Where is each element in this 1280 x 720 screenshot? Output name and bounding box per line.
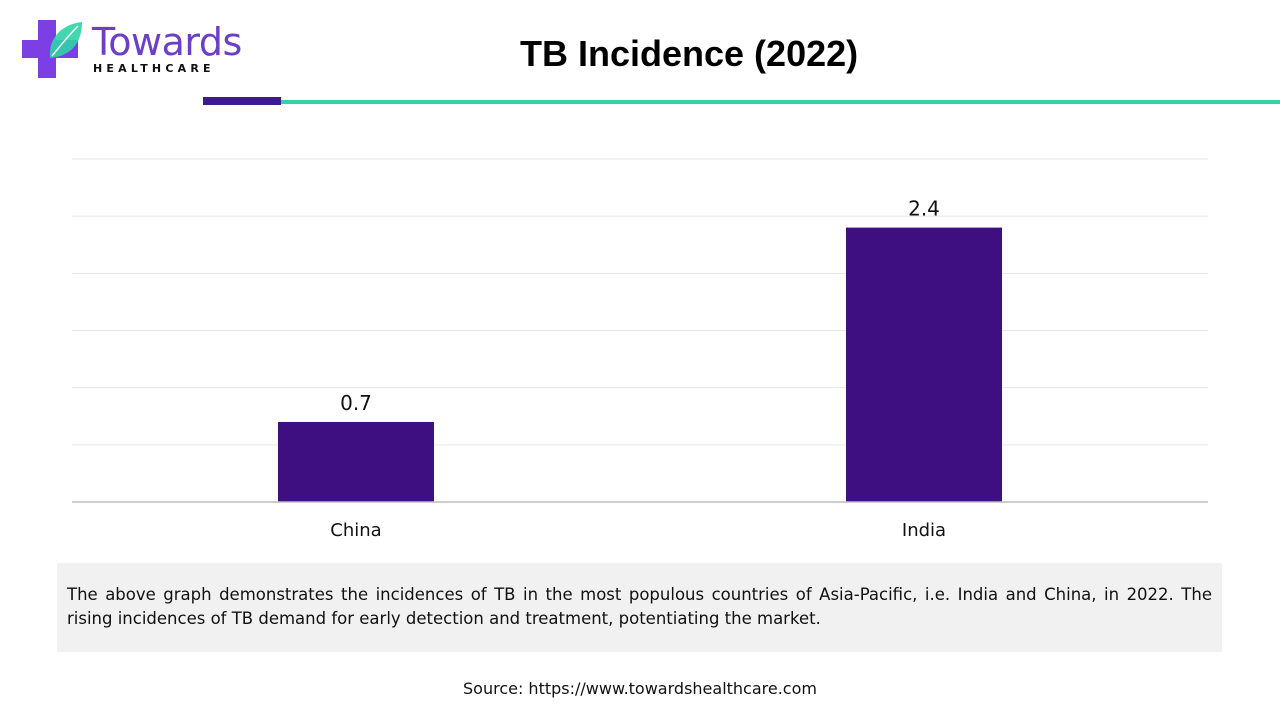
brand-logo: Towards HEALTHCARE [20, 18, 242, 82]
brand-name: Towards [92, 20, 242, 64]
accent-bar-teal [281, 100, 1280, 104]
x-tick-label: China [330, 520, 381, 541]
bar-chart: 0.7 China 2.4 India [72, 158, 1208, 541]
source-text: Source: https://www.towardshealthcare.co… [463, 679, 817, 698]
description-text: The above graph demonstrates the inciden… [67, 585, 1212, 628]
page-title: TB Incidence (2022) [520, 33, 859, 74]
bar-india [846, 227, 1002, 502]
data-label: 2.4 [908, 197, 940, 221]
medical-cross-leaf-icon [22, 20, 82, 78]
bar-china [278, 421, 434, 502]
brand-subtitle: HEALTHCARE [93, 62, 215, 75]
data-label: 0.7 [340, 391, 372, 415]
accent-bar-purple [203, 97, 281, 105]
description-box: The above graph demonstrates the inciden… [57, 563, 1222, 652]
x-tick-label: India [902, 520, 946, 541]
